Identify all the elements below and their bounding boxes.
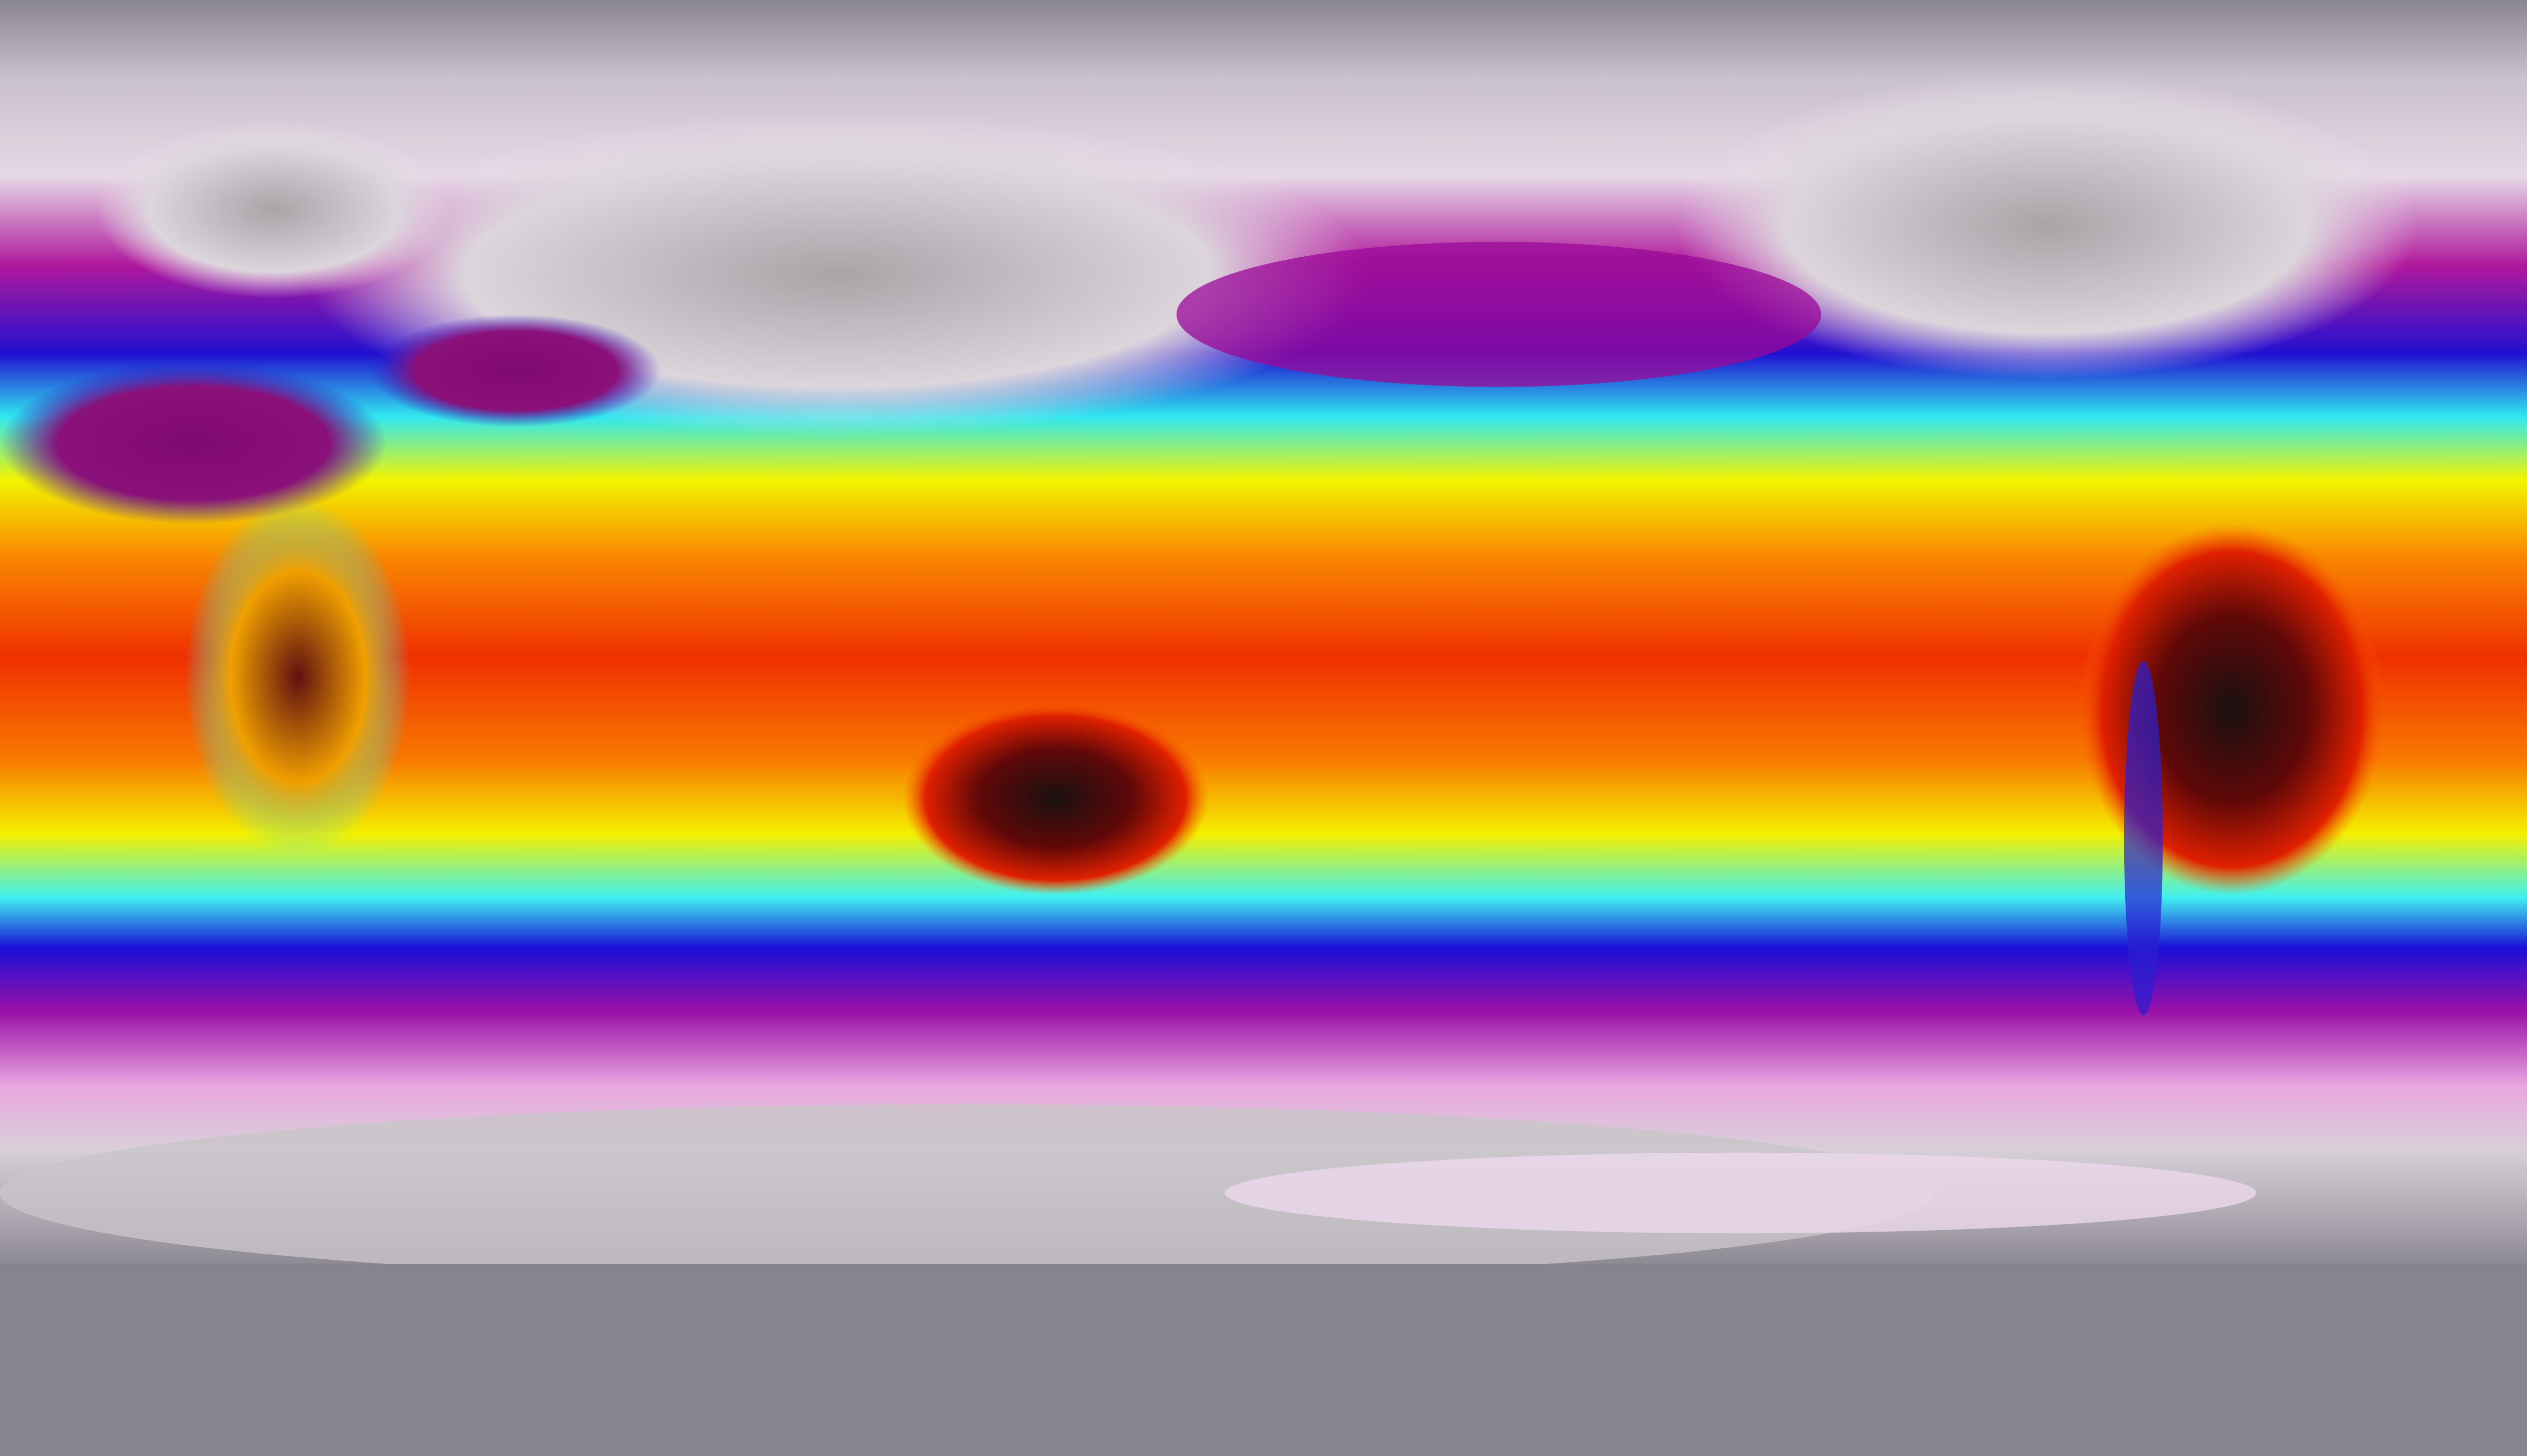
north-pacific-cold-band xyxy=(1176,242,1821,387)
sahara-region xyxy=(0,362,387,524)
temperature-map xyxy=(0,0,2527,1264)
tibet-region xyxy=(370,314,661,428)
africa-land xyxy=(185,499,411,855)
north-america-land xyxy=(1676,72,2418,379)
andes-cold-strip xyxy=(2124,661,2163,1016)
europe-land xyxy=(97,121,451,299)
antarctica-east-land xyxy=(1225,1152,2257,1234)
australia-land xyxy=(902,701,1209,895)
map-container xyxy=(0,0,2527,1264)
